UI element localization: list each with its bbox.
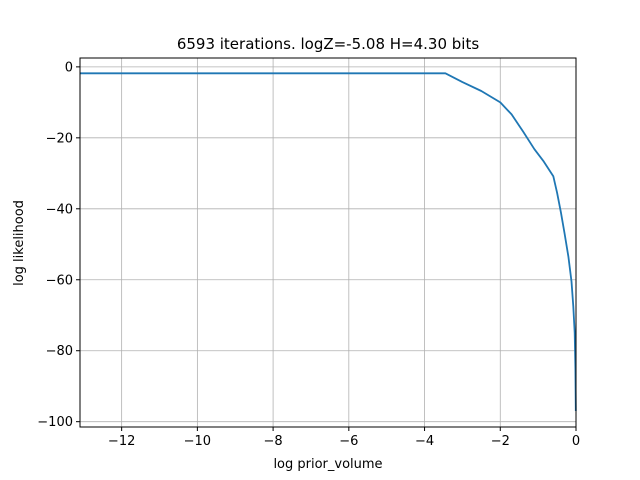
plot-frame — [79, 57, 577, 428]
x-tick-label: 0 — [572, 434, 580, 449]
x-tick-label: −12 — [108, 434, 135, 449]
series-layer — [80, 72, 577, 412]
ticks: −12 −10 −8 −6 −4 −2 00−20−40−60−80−100 — [37, 60, 580, 449]
x-tick-label: −10 — [184, 434, 211, 449]
x-tick-label: −2 — [491, 434, 510, 449]
y-tick-label: 0 — [65, 60, 73, 75]
y-tick-label: −60 — [46, 273, 73, 288]
x-axis-label: log prior_volume — [273, 457, 382, 472]
y-tick-label: −40 — [46, 202, 73, 217]
y-tick-label: −20 — [46, 131, 73, 146]
x-tick-label: −4 — [415, 434, 434, 449]
x-tick-label: −8 — [264, 434, 283, 449]
grid — [80, 58, 577, 427]
y-tick-label: −100 — [37, 415, 73, 430]
series-line — [80, 72, 577, 412]
y-axis-label: log likelihood — [12, 200, 27, 286]
x-tick-label: −6 — [339, 434, 358, 449]
y-tick-label: −80 — [46, 344, 73, 359]
chart-title: 6593 iterations. logZ=-5.08 H=4.30 bits — [177, 35, 480, 53]
